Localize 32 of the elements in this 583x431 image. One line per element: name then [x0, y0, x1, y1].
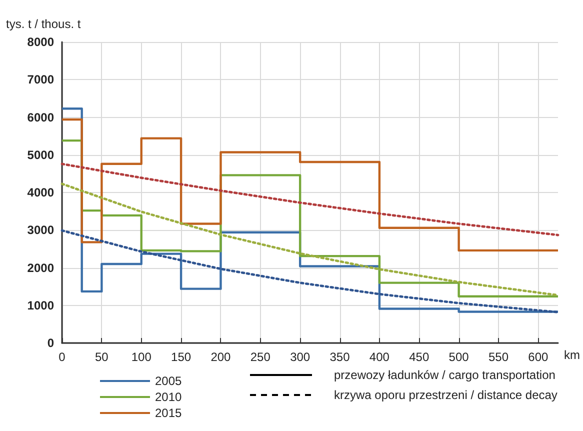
x-tick-label: 200	[210, 350, 232, 364]
x-tick-label: 50	[95, 350, 109, 364]
y-axis-title: tys. t / thous. t	[6, 17, 82, 31]
line-series	[60, 162, 560, 236]
x-tick-label: 600	[528, 350, 548, 364]
x-tick-label: 150	[171, 350, 192, 364]
y-tick-label: 1000	[27, 298, 54, 312]
x-tick-label: 0	[58, 350, 66, 364]
x-tick-label: 450	[409, 350, 430, 364]
x-axis-title: km	[564, 348, 580, 362]
line-series	[60, 182, 560, 296]
x-tick-label: 500	[448, 350, 470, 364]
y-tick-label: 4000	[27, 186, 54, 200]
legend-label: 2010	[155, 390, 182, 404]
y-tick-label: 2000	[27, 260, 54, 275]
x-tick-label: 400	[369, 350, 390, 364]
x-tick-label: 300	[290, 350, 310, 364]
x-tick-label: 250	[250, 350, 271, 364]
line-series	[60, 229, 560, 314]
legend-label: 2015	[155, 406, 182, 420]
y-tick-label: 0	[47, 336, 54, 350]
y-tick-label: 8000	[27, 35, 54, 49]
x-tick-label: 550	[488, 350, 509, 364]
y-tick-label: 6000	[27, 110, 54, 124]
legend-label: 2005	[155, 374, 182, 388]
text: krzywa oporu przestrzeni / distance decay	[334, 388, 558, 402]
y-tick-label: 5000	[27, 148, 54, 162]
x-tick-label: 100	[131, 350, 152, 364]
y-tick-label: 7000	[27, 72, 54, 87]
text: przewozy ładunków / cargo transportation	[334, 368, 556, 382]
y-tick-label: 3000	[27, 223, 54, 238]
x-tick-label: 350	[330, 350, 350, 364]
